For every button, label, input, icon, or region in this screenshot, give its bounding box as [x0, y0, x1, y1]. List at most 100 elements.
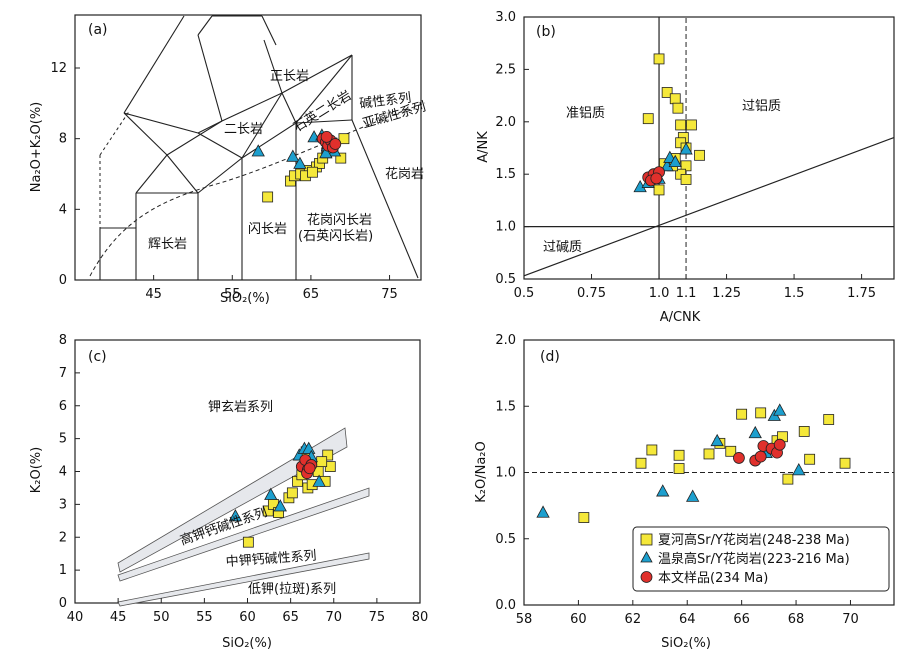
panel-c-xlabel: SiO₂(%): [222, 636, 272, 651]
x-tick-label: 55: [196, 610, 213, 625]
x-tick-label: 1.75: [847, 286, 876, 301]
panel-c-label: (c): [88, 349, 107, 365]
panel-d: (d) 58 60 62 64 66 68 70 0.0 0.5 1.0 1.5 2.0 夏河高Sr/…: [474, 333, 895, 651]
y-tick-label: 2.0: [495, 333, 516, 348]
panel-a-frame: [74, 14, 422, 281]
x-tick-label: 80: [412, 610, 429, 625]
data-point-triangle: [773, 403, 787, 416]
x-tick-label: 68: [788, 612, 805, 627]
y-tick-label: 1.5: [495, 399, 516, 414]
data-point-square: [673, 463, 685, 474]
x-tick-label: 50: [153, 610, 170, 625]
x-tick-label: 0.75: [577, 286, 606, 301]
data-point-circle: [773, 438, 786, 451]
data-point-square: [335, 152, 347, 164]
panel-d-axes: 58 60 62 64 66 68 70 0.0 0.5 1.0 1.5 2.0: [495, 333, 858, 627]
y-tick-label: 2.0: [495, 115, 516, 130]
data-point-triangle: [312, 474, 326, 487]
x-tick-label: 45: [145, 287, 162, 302]
data-point-circle: [303, 462, 316, 475]
x-tick-label: 65: [282, 610, 299, 625]
field-granite: 花岗岩: [385, 166, 424, 182]
legend-entry-wenquan: 温泉高Sr/Y花岗岩(223-216 Ma): [658, 551, 850, 567]
y-tick-label: 1.0: [495, 466, 516, 481]
legend-entry-this-study: 本文样品(234 Ma): [658, 571, 768, 586]
data-point-square: [686, 119, 697, 131]
data-point-square: [703, 448, 715, 460]
data-point-triangle: [319, 145, 333, 159]
panel-c-points: [228, 441, 336, 548]
data-point-triangle: [264, 487, 278, 500]
x-tick-label: 40: [67, 610, 84, 625]
data-point-square: [680, 174, 692, 185]
data-point-square: [673, 449, 685, 461]
data-point-square: [755, 407, 767, 419]
x-tick-label: 60: [570, 612, 587, 627]
x-tick-label: 70: [325, 610, 342, 625]
data-point-square: [316, 456, 328, 468]
x-tick-label: 1.25: [712, 286, 741, 301]
data-point-circle: [733, 452, 745, 464]
panel-b-points: [633, 53, 705, 196]
data-point-square: [675, 119, 687, 131]
data-point-square: [736, 408, 748, 420]
panel-a-xlabel: SiO₂(%): [220, 291, 270, 306]
panel-b-field-boundaries: [523, 17, 895, 279]
data-point-square: [307, 166, 318, 178]
data-point-square: [578, 512, 590, 523]
y-tick-label: 7: [59, 366, 67, 381]
panel-a-dash-top: [99, 109, 131, 156]
data-point-square: [653, 53, 665, 65]
panel-a-ylabel: Na₂O+K₂O(%): [29, 102, 44, 193]
y-tick-label: 0.5: [495, 532, 516, 547]
field-quartz-diorite: (石英闪长岩): [298, 229, 373, 244]
data-point-square: [839, 457, 851, 469]
x-tick-label: 75: [369, 610, 386, 625]
y-tick-label: 4: [59, 465, 67, 480]
data-point-circle: [754, 450, 767, 463]
legend-square-marker: [640, 533, 653, 546]
panel-a: (a): [29, 14, 428, 306]
x-tick-label: 70: [842, 612, 859, 627]
panel-d-xlabel: SiO₂(%): [661, 636, 711, 651]
data-point-square: [669, 93, 681, 105]
data-point-square: [338, 133, 350, 145]
field-gabbro: 辉长岩: [148, 237, 187, 252]
field-medium-k-calcalkaline: 中钾钙碱性系列: [225, 549, 317, 570]
x-tick-label: 75: [381, 287, 398, 302]
field-peralkaline: 过碱质: [543, 240, 582, 255]
data-point-square: [782, 473, 794, 485]
data-point-square: [262, 191, 274, 203]
panel-a-label: (a): [88, 22, 108, 38]
y-tick-label: 1: [59, 563, 67, 578]
panel-a-axes: 45 55 65 75 0 4 8 12: [50, 61, 397, 302]
peraluminous-diagonal-line: [523, 136, 895, 277]
panel-b-label: (b): [536, 24, 556, 40]
field-metaluminous: 准铝质: [566, 106, 605, 121]
data-point-square: [798, 426, 810, 437]
x-tick-label: 65: [303, 287, 320, 302]
data-point-square: [725, 445, 737, 457]
panel-b: (b) 0.5 0.75 1.0 1.1 1.25 1.5 1.75 0.5 1.0 1.5 2.0…: [476, 10, 895, 325]
y-tick-label: 8: [59, 333, 67, 348]
data-point-triangle: [656, 484, 670, 497]
y-tick-label: 6: [59, 399, 67, 414]
field-diorite: 闪长岩: [248, 222, 287, 237]
data-point-square: [672, 102, 684, 114]
legend-triangle-marker: [640, 551, 653, 563]
field-peraluminous: 过铝质: [742, 99, 781, 114]
panel-a-field-boundaries: [99, 15, 419, 280]
data-point-square: [286, 487, 298, 499]
x-tick-label: 1.0: [649, 286, 670, 301]
data-point-triangle: [710, 433, 724, 447]
y-tick-label: 12: [50, 61, 67, 76]
y-tick-label: 0.0: [495, 598, 516, 613]
x-tick-label: 66: [733, 612, 750, 627]
x-tick-label: 1.1: [676, 286, 697, 301]
y-tick-label: 2.5: [495, 62, 516, 77]
data-point-triangle: [536, 505, 550, 518]
y-tick-label: 3.0: [495, 10, 516, 25]
panel-c-ylabel: K₂O(%): [29, 447, 44, 493]
